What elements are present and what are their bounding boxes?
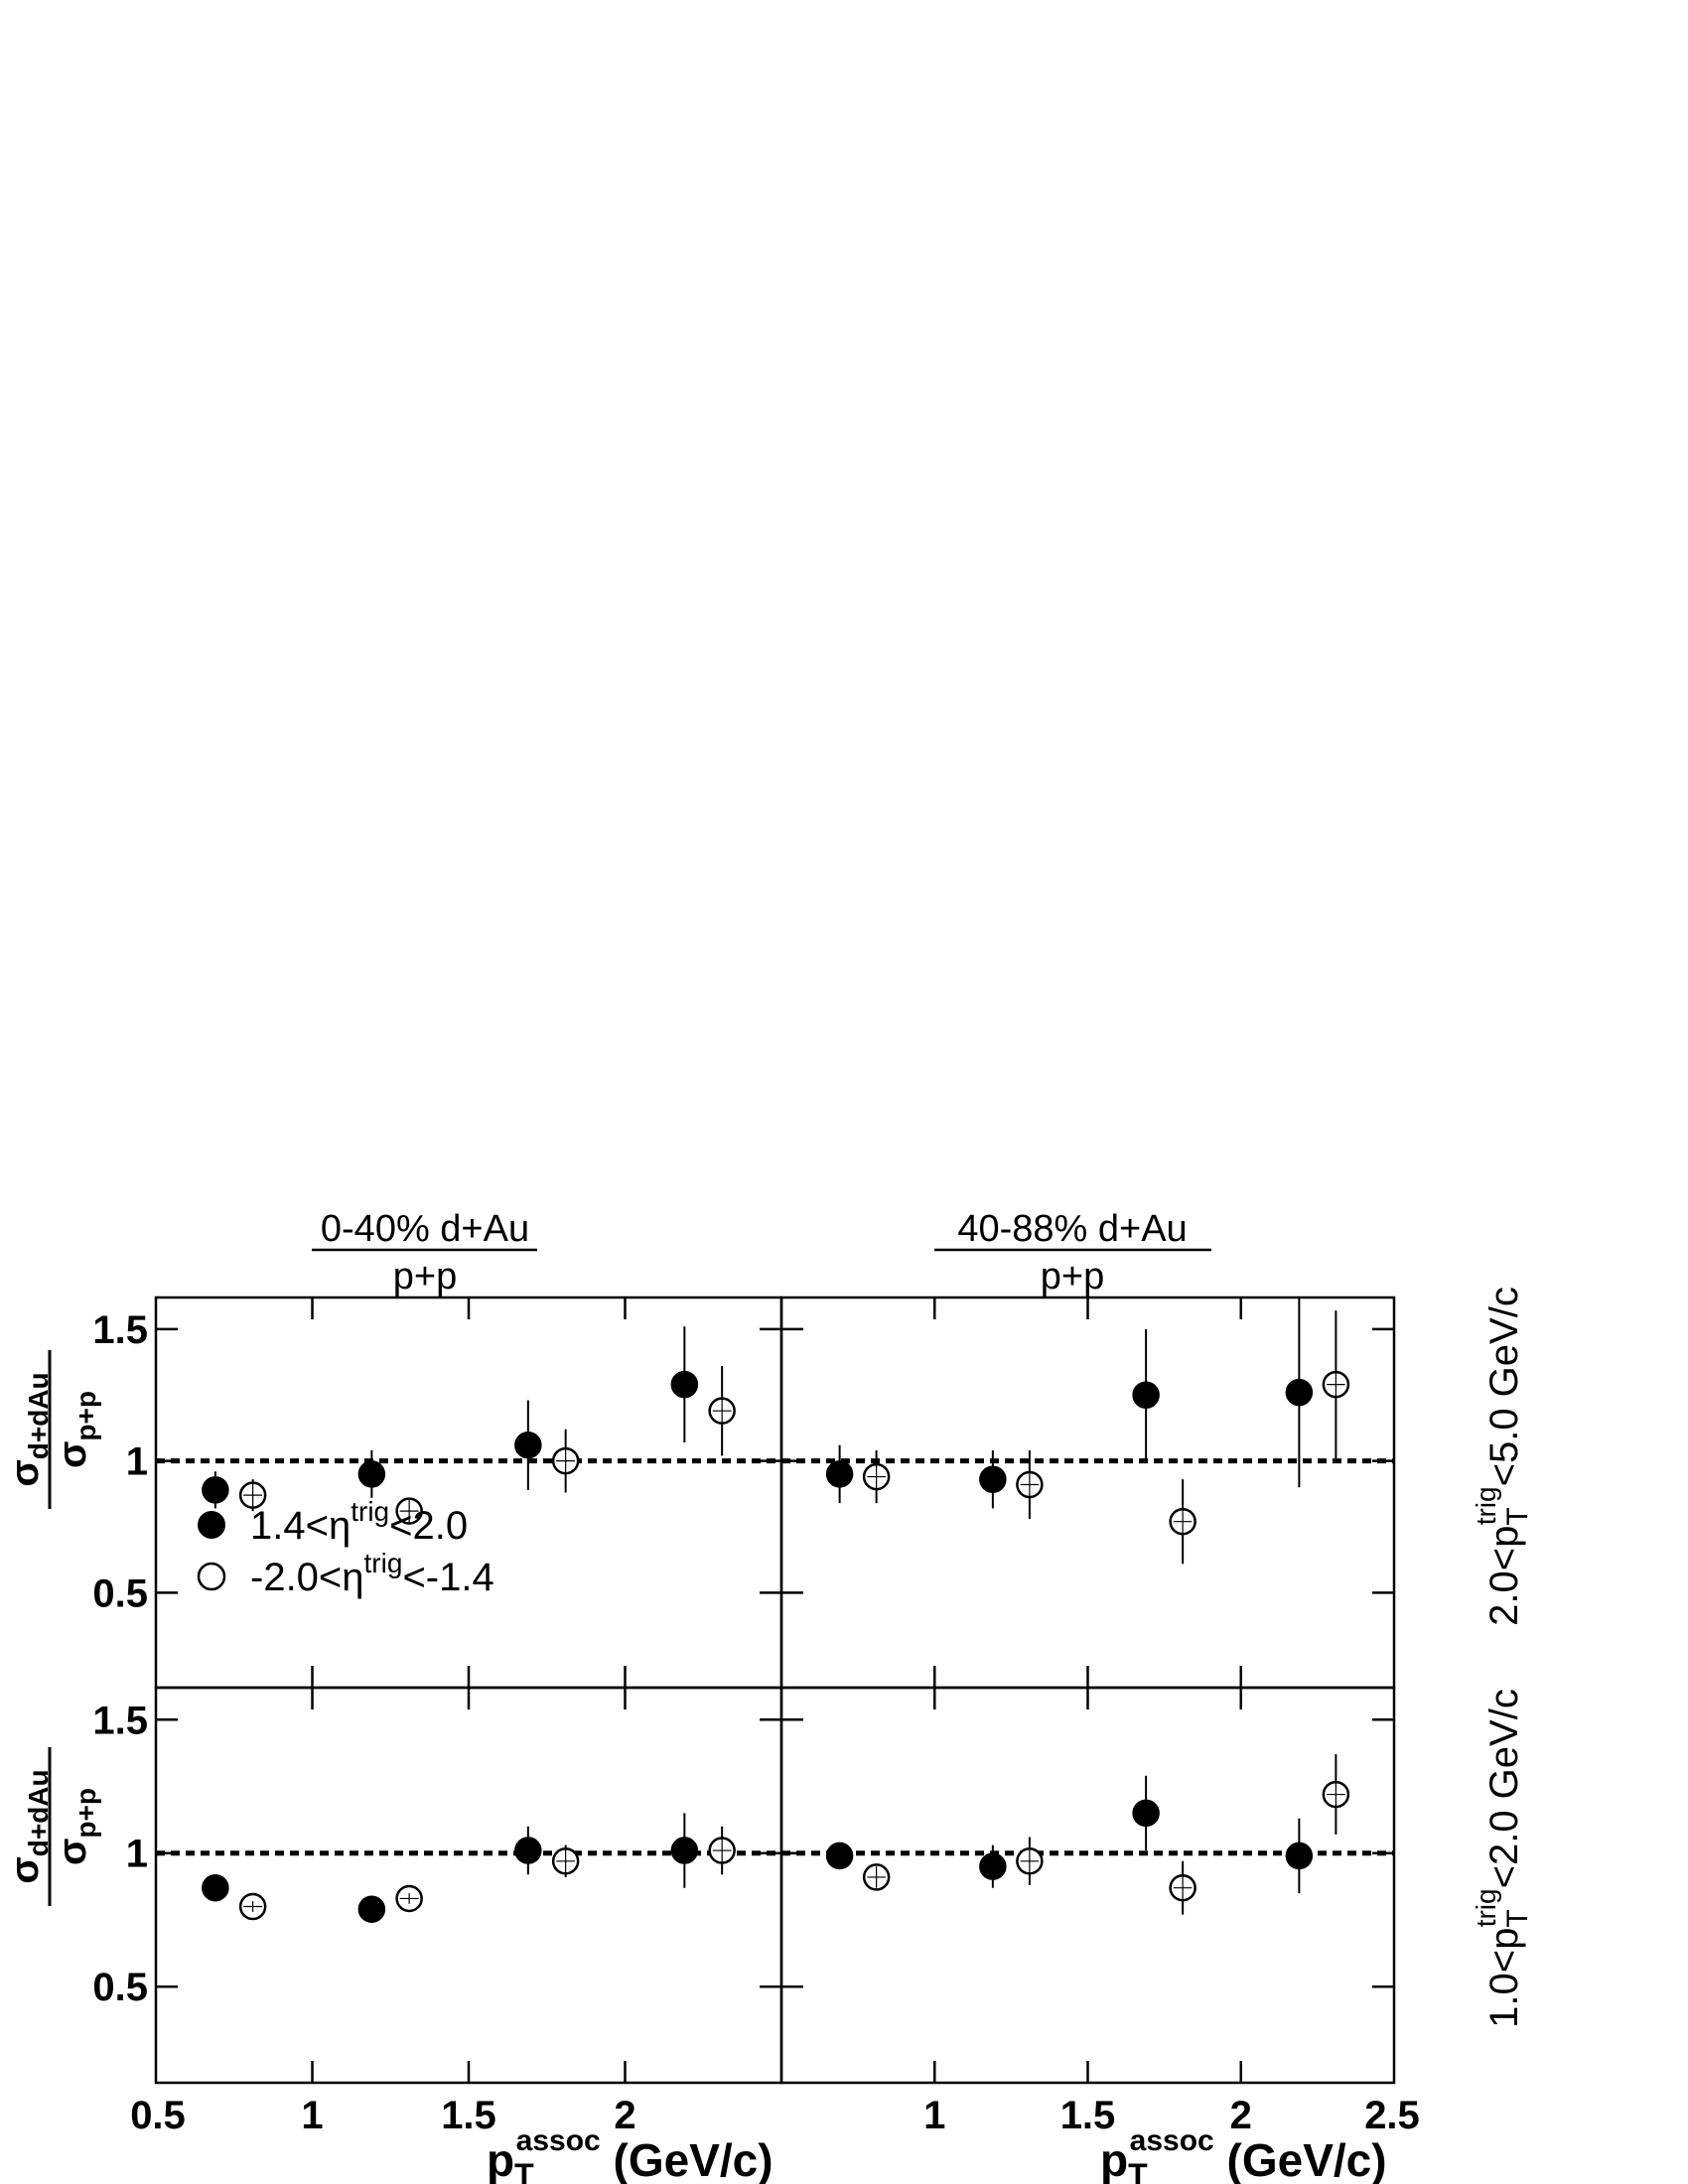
- y-axis-label-bottom-numerator: σd+dAu: [3, 1769, 54, 1883]
- y-tick-label: 1: [126, 1833, 148, 1876]
- data-point-filled: [825, 1444, 854, 1504]
- row-label-top: 2.0<pTtrig<5.0 GeV/c: [1471, 1287, 1534, 1626]
- marker: [202, 1476, 229, 1504]
- x-tick-label: 2: [1230, 2094, 1252, 2137]
- y-tick-label: 1.5: [92, 1699, 148, 1742]
- data-point-filled: [979, 1450, 1007, 1509]
- marker: [825, 1842, 854, 1870]
- legend: 1.4<ηtrig<2.0 -2.0<ηtrig<-1.4: [197, 1496, 494, 1599]
- panel-frame: [154, 1686, 783, 2085]
- y-axis-label-top-denominator: σp+p: [51, 1391, 101, 1468]
- data-point-open: [238, 1479, 267, 1512]
- data-point-filled: [1132, 1775, 1160, 1851]
- data-point-open: [395, 1497, 423, 1525]
- panel-frame: [779, 1296, 1396, 1690]
- marker: [202, 1873, 229, 1902]
- column-title-right: 40-88% d+Au p+p: [934, 1208, 1211, 1297]
- data-point-open: [1322, 1310, 1350, 1458]
- data-point-filled: [1132, 1328, 1160, 1461]
- data-point-open: [708, 1366, 736, 1456]
- marker: [1132, 1799, 1160, 1828]
- data-point-filled: [1285, 1297, 1314, 1488]
- data-point-open: [551, 1844, 580, 1877]
- data-point-open: [238, 1892, 267, 1921]
- column-title-left-top: 0-40% d+Au: [321, 1208, 529, 1250]
- data-point-filled: [514, 1400, 542, 1490]
- data-point-open: [1169, 1479, 1196, 1565]
- legend-marker-open: [197, 1562, 226, 1591]
- data-point-filled: [1285, 1818, 1314, 1894]
- data-point-open: [1169, 1860, 1196, 1915]
- data-point-filled: [202, 1873, 229, 1902]
- marker: [357, 1460, 386, 1488]
- marker: [357, 1895, 386, 1923]
- data-point-open: [395, 1884, 423, 1913]
- x-axis-label-left: pTassoc (GeV/c): [487, 2124, 774, 2184]
- y-axis-label-top: σd+dAu σp+p: [3, 1350, 101, 1509]
- panel-top-left: 0.5 1 1.5: [92, 1296, 783, 1690]
- x-axis-label-right: pTassoc (GeV/c): [1100, 2124, 1387, 2184]
- panel-bottom-right: 1 1.5 2 2.5: [779, 1686, 1420, 2137]
- panel-bottom-left: 0.5 1 1.5 0.5 1 1.5 2: [92, 1686, 783, 2137]
- data-point-open: [1016, 1450, 1044, 1520]
- y-tick-label: 0.5: [92, 1966, 148, 2009]
- data-point-filled: [979, 1844, 1007, 1888]
- marker: [514, 1431, 542, 1459]
- column-title-left: 0-40% d+Au p+p: [312, 1208, 537, 1297]
- legend-marker-filled: [198, 1511, 225, 1539]
- data-point-open: [862, 1450, 891, 1504]
- x-tick-label: 2: [614, 2094, 635, 2137]
- data-point-filled: [670, 1813, 699, 1888]
- data-point-filled: [825, 1842, 854, 1870]
- legend-entry-forward: 1.4<ηtrig<2.0: [250, 1496, 468, 1548]
- data-point-filled: [670, 1326, 699, 1443]
- y-tick-label: 1.5: [92, 1308, 148, 1352]
- data-point-filled: [202, 1471, 229, 1509]
- y-axis-label-bottom: σd+dAu σp+p: [3, 1747, 101, 1906]
- marker: [514, 1837, 542, 1864]
- marker: [979, 1465, 1007, 1493]
- y-tick-label: 1: [126, 1440, 148, 1484]
- x-tick-label: 1.5: [441, 2094, 496, 2137]
- panels: 0.5 1 1.5 0.5 1 1.5 0.5 1 1.5 2 1 1.5 2 2.5: [92, 1296, 1420, 2137]
- column-title-left-bottom: p+p: [393, 1256, 457, 1297]
- row-label-bottom: 1.0<pTtrig<2.0 GeV/c: [1471, 1689, 1534, 2028]
- data-point-open: [1322, 1754, 1350, 1835]
- x-tick-label: 0.5: [130, 2094, 186, 2137]
- data-point-open: [551, 1429, 580, 1493]
- column-title-right-top: 40-88% d+Au: [957, 1208, 1187, 1250]
- data-point-filled: [514, 1826, 542, 1875]
- data-point-open: [862, 1863, 891, 1891]
- marker: [1285, 1378, 1314, 1407]
- x-tick-label: 2.5: [1364, 2094, 1420, 2137]
- y-tick-label: 0.5: [92, 1571, 148, 1615]
- marker: [670, 1370, 699, 1399]
- marker: [670, 1837, 699, 1864]
- x-tick-label: 1: [923, 2094, 945, 2137]
- marker: [1132, 1381, 1160, 1409]
- marker: [979, 1852, 1007, 1880]
- column-title-right-bottom: p+p: [1041, 1256, 1104, 1297]
- data-point-open: [708, 1826, 736, 1875]
- marker: [825, 1460, 854, 1488]
- data-point-filled: [357, 1450, 386, 1498]
- y-axis-label-top-numerator: σd+dAu: [3, 1372, 54, 1486]
- x-tick-label: 1: [301, 2094, 323, 2137]
- panel-top-right: [779, 1296, 1396, 1690]
- data-point-filled: [357, 1895, 386, 1923]
- y-axis-label-bottom-denominator: σp+p: [51, 1788, 101, 1865]
- marker: [1285, 1842, 1314, 1870]
- x-tick-label: 1.5: [1060, 2094, 1116, 2137]
- legend-entry-backward: -2.0<ηtrig<-1.4: [250, 1548, 494, 1599]
- data-point-open: [1016, 1837, 1044, 1885]
